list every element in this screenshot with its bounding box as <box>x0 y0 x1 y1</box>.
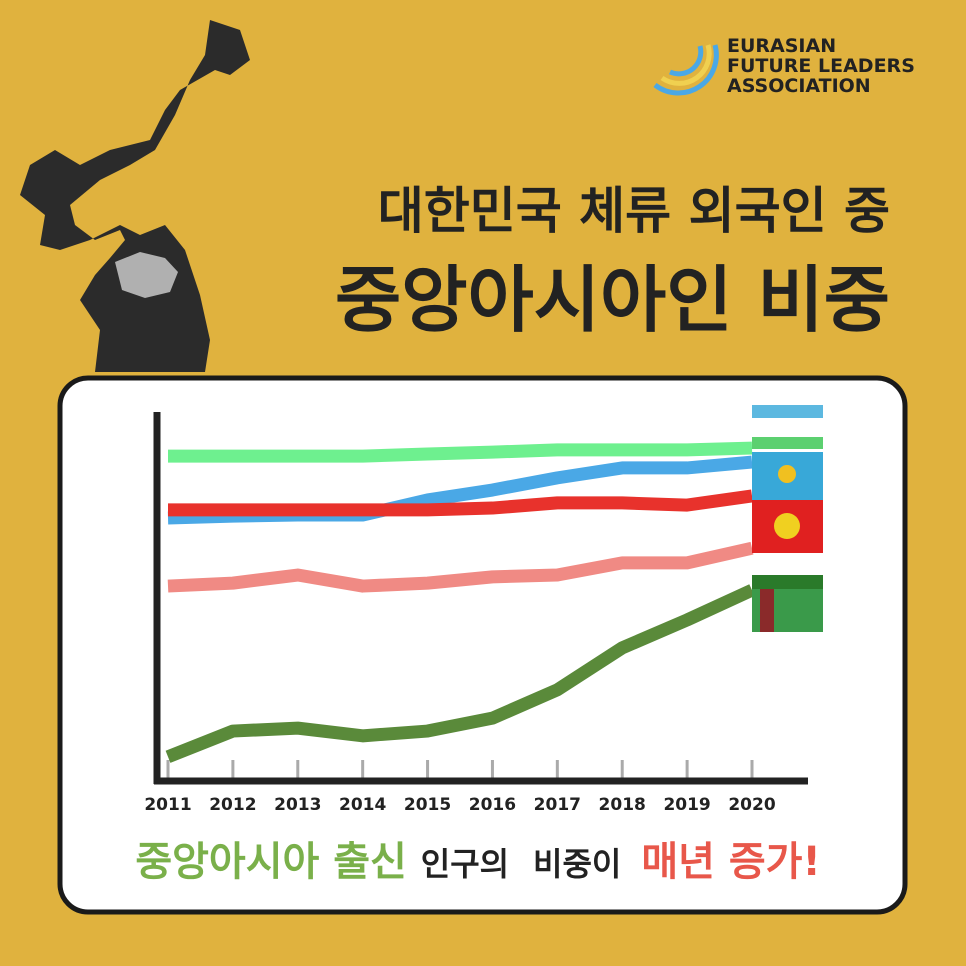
caption-part: 비중이 <box>533 845 621 883</box>
korea-map <box>20 20 250 372</box>
flags <box>752 405 823 632</box>
logo-icon <box>653 44 719 96</box>
x-tick-label: 2020 <box>728 795 775 815</box>
plot: 2011 2012 2013 2014 2015 2016 2017 2018 2019 2020 <box>144 412 808 815</box>
x-tick-label: 2013 <box>274 795 321 815</box>
x-tick-label: 2019 <box>663 795 710 815</box>
caption: 중앙아시아 출신 인구의 비중이 매년 증가! <box>135 839 820 885</box>
headline: 중앙아시아인 비중 <box>335 258 890 342</box>
x-tick-label: 2012 <box>209 795 256 815</box>
series-line <box>165 584 755 763</box>
x-tick-label: 2011 <box>144 795 191 815</box>
series-line <box>168 489 753 517</box>
series-line <box>168 441 753 463</box>
x-tick-label: 2017 <box>534 795 581 815</box>
x-tick-label: 2016 <box>469 795 516 815</box>
x-tick-label: 2015 <box>404 795 451 815</box>
caption-part: 중앙아시아 출신 <box>135 839 407 885</box>
series-line <box>167 541 754 593</box>
caption-part: 매년 증가! <box>641 839 820 885</box>
logo-text: FUTURE LEADERS <box>727 55 915 77</box>
caption-part: 인구의 <box>421 845 509 883</box>
map-region <box>115 252 178 298</box>
logo-text: ASSOCIATION <box>727 75 871 97</box>
x-tick-label: 2014 <box>339 795 386 815</box>
headline: 대한민국 체류 외국인 중 <box>378 182 890 240</box>
x-tick-label: 2018 <box>599 795 646 815</box>
logo-text: EURASIAN <box>727 35 836 57</box>
